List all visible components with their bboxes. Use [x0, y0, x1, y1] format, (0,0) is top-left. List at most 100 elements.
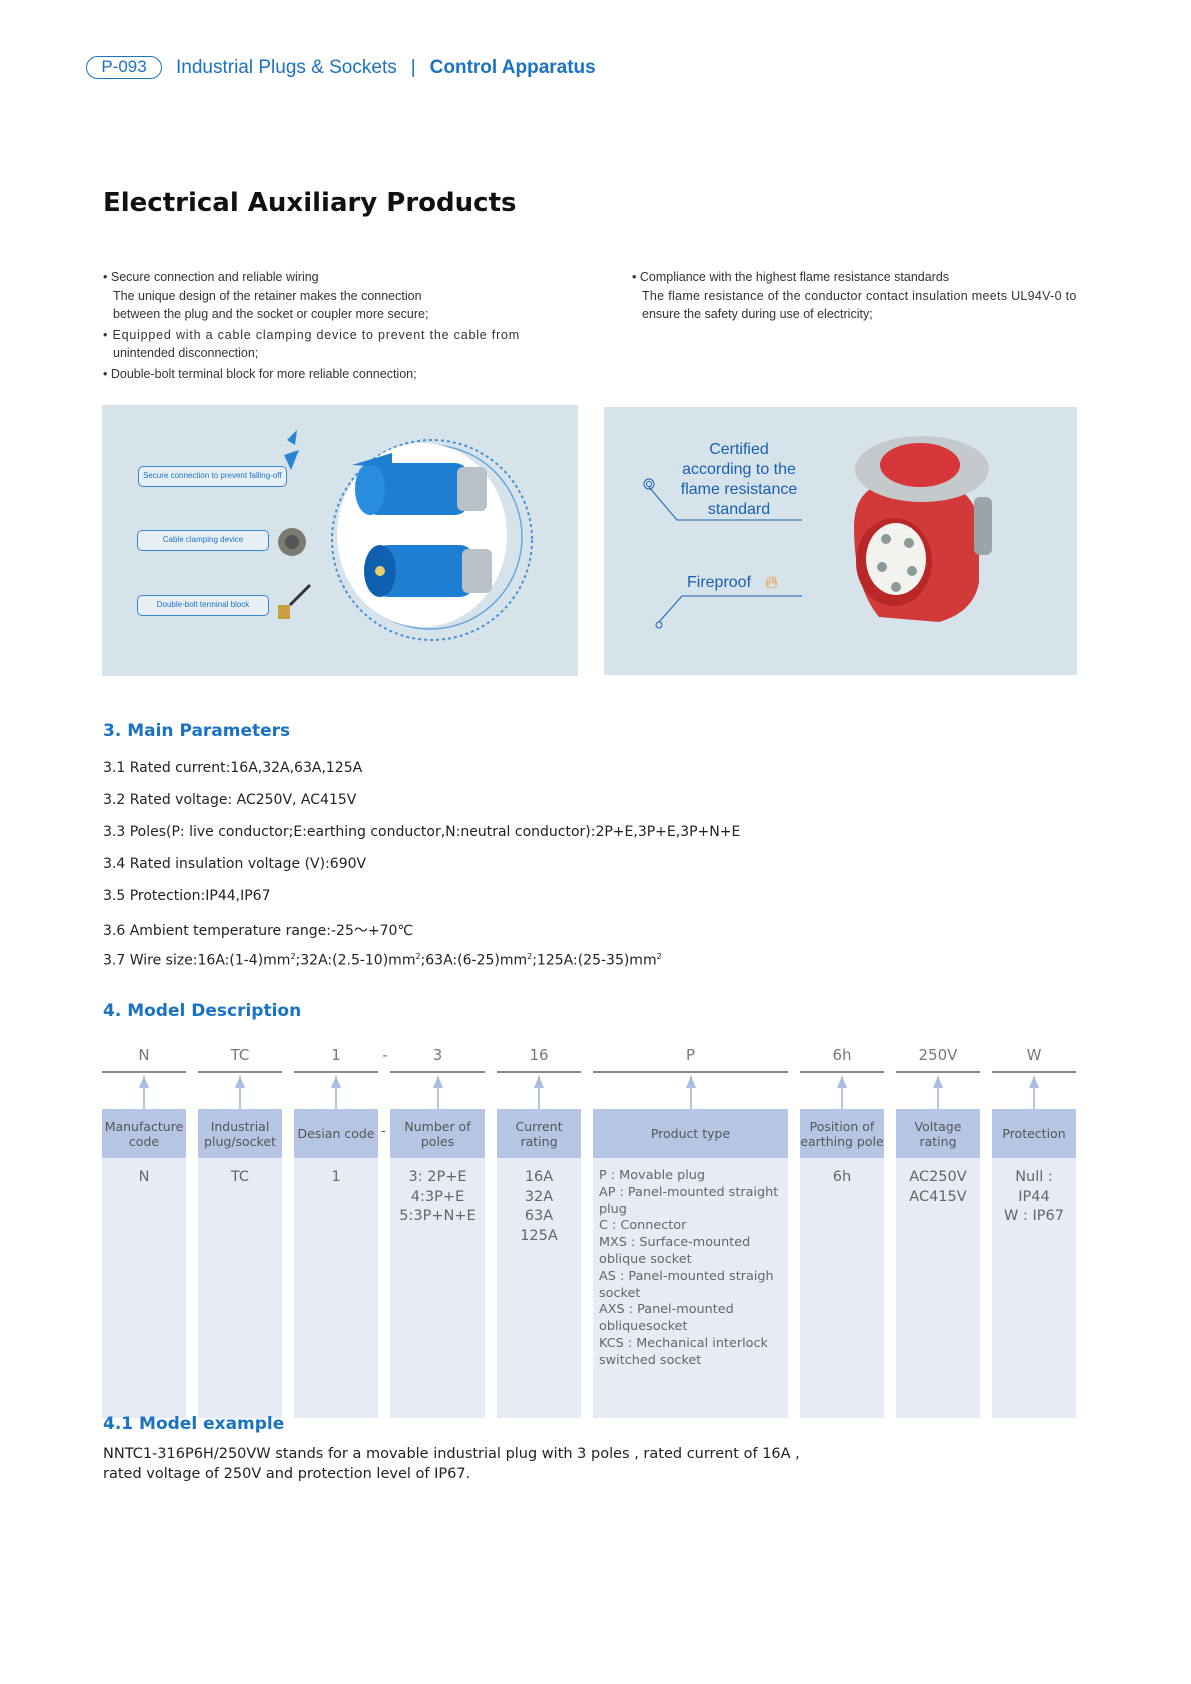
section-label: Control Apparatus	[429, 56, 596, 78]
arrow-up-icon	[933, 1076, 943, 1109]
code-underline	[992, 1071, 1076, 1073]
model-column: Current rating 16A 32A 63A 125A	[497, 1109, 581, 1418]
model-example-text: NNTC1-316P6H/250VW stands for a movable …	[103, 1446, 800, 1462]
code-underline	[198, 1071, 282, 1073]
parameter-item: 3.1 Rated current:16A,32A,63A,125A	[103, 760, 363, 776]
main-parameters-heading: 3. Main Parameters	[103, 721, 291, 741]
socket-illustration	[643, 436, 992, 629]
column-header: Manufacture code	[102, 1109, 186, 1158]
column-body: 1	[331, 1169, 341, 1185]
code-underline	[390, 1071, 485, 1073]
feature-bullet: Compliance with the highest flame resist…	[639, 270, 950, 284]
feature-text: The unique design of the retainer makes …	[113, 288, 422, 303]
model-column: Industrial plug/socket TC	[198, 1109, 282, 1418]
model-description-heading: 4. Model Description	[103, 1001, 302, 1021]
model-column: Voltage rating AC250V AC415V	[896, 1109, 980, 1418]
certified-callout: Certified according to the flame resista…	[672, 440, 806, 520]
column-body: AC250V AC415V	[909, 1169, 967, 1205]
feature-item: • Secure connection and reliable wiring	[103, 270, 319, 284]
arrow-up-icon	[235, 1076, 245, 1109]
code-underline	[497, 1071, 581, 1073]
model-example-text: rated voltage of 250V and protection lev…	[103, 1466, 471, 1482]
feature-text: between the plug and the socket or coupl…	[113, 307, 429, 321]
red-socket-image: Certified according to the flame resista…	[604, 407, 1077, 675]
column-body: 16A 32A 63A 125A	[520, 1169, 558, 1244]
model-example-heading: 4.1 Model example	[103, 1414, 285, 1434]
feature-list-left: • Secure connection and reliable wiring …	[103, 268, 520, 383]
model-code: 6h	[832, 1046, 852, 1064]
code-underline	[896, 1071, 980, 1073]
model-code: 250V	[918, 1046, 958, 1064]
callout-line: flame resistance	[680, 481, 798, 498]
callout-line: according to the	[682, 461, 796, 478]
column-body: 3: 2P+E 4:3P+E 5:3P+N+E	[399, 1169, 476, 1224]
feature-bullet: Secure connection and reliable wiring	[110, 270, 319, 284]
feature-bullet: Double-bolt terminal block for more reli…	[110, 366, 417, 381]
column-header: Current rating	[497, 1109, 581, 1158]
column-header: Desian code	[294, 1109, 378, 1158]
column-body: N	[138, 1169, 150, 1185]
feature-list-right: • Compliance with the highest flame resi…	[632, 268, 1077, 324]
arrow-up-icon	[1029, 1076, 1039, 1109]
feature-text: The flame resistance of the conductor co…	[642, 288, 1077, 303]
code-underline	[800, 1071, 884, 1073]
callout-line: Certified	[709, 441, 769, 458]
model-code: 16	[529, 1046, 549, 1064]
model-code: 3	[432, 1046, 443, 1064]
parameter-item: 3.2 Rated voltage: AC250V, AC415V	[103, 792, 357, 808]
model-code: N	[138, 1046, 150, 1064]
page-title: Electrical Auxiliary Products	[103, 188, 517, 218]
column-header: Voltage rating	[896, 1109, 980, 1158]
feature-text: ensure the safety during use of electric…	[642, 307, 873, 321]
code-underline	[102, 1071, 186, 1073]
column-body: TC	[230, 1169, 250, 1185]
model-column: Desian code 1	[294, 1109, 378, 1418]
category-label: Industrial Plugs & Sockets	[176, 56, 397, 78]
parameter-item-wire-size: 3.7 Wire size:16A:(1-4)mm2;32A:(2.5-10)m…	[103, 952, 662, 969]
column-header: Protection	[992, 1109, 1076, 1158]
blue-plug-image: Secure connection to prevent falling-off…	[102, 405, 578, 676]
parameter-item: 3.3 Poles(P: live conductor;E:earthing c…	[103, 824, 741, 840]
feature-item: • Compliance with the highest flame resi…	[632, 270, 950, 284]
column-header: Number of poles	[390, 1109, 485, 1158]
feature-item: • Double-bolt terminal block for more re…	[103, 366, 417, 381]
column-body: 6h	[832, 1169, 852, 1185]
flame-icon: 🔥︎	[765, 572, 779, 593]
page-code-badge: P-093	[86, 56, 162, 79]
column-header: Industrial plug/socket	[198, 1109, 282, 1158]
callout-label: Double-bolt terminal block	[137, 595, 269, 616]
model-code: P	[685, 1046, 696, 1064]
arrow-up-icon	[432, 1076, 443, 1109]
callout-label: Secure connection to prevent falling-off	[138, 466, 287, 487]
plug-illustration	[278, 430, 533, 641]
page-header: P-093 Industrial Plugs & Sockets | Contr…	[86, 56, 596, 79]
header-separator: |	[410, 56, 416, 78]
feature-bullet: Equipped with a cable clamping device to…	[112, 327, 521, 342]
model-code: 1	[331, 1046, 341, 1064]
arrow-up-icon	[685, 1076, 696, 1109]
column-body: Null : IP44 W : IP67	[1004, 1169, 1064, 1224]
model-column: Number of poles 3: 2P+E 4:3P+E 5:3P+N+E	[390, 1109, 485, 1418]
arrow-up-icon	[331, 1076, 341, 1109]
model-code: TC	[230, 1046, 250, 1064]
model-column: Position of earthing pole 6h	[800, 1109, 884, 1418]
model-column: Protection Null : IP44 W : IP67	[992, 1109, 1076, 1418]
column-header: Product type	[593, 1109, 788, 1158]
column-body: P : Movable plug AP : Panel-mounted stra…	[599, 1168, 779, 1368]
arrow-up-icon	[837, 1076, 847, 1109]
callout-label: Cable clamping device	[137, 530, 269, 551]
fireproof-callout: Fireproof 🔥︎	[687, 573, 778, 593]
code-underline	[294, 1071, 378, 1073]
code-underline	[593, 1071, 788, 1073]
parameter-item: 3.5 Protection:IP44,IP67	[103, 888, 271, 904]
model-column: Product type P : Movable plug AP : Panel…	[593, 1109, 788, 1418]
column-header: Position of earthing pole	[800, 1109, 884, 1158]
feature-text: unintended disconnection;	[113, 346, 259, 360]
arrow-up-icon	[139, 1076, 149, 1109]
header-dash: -	[381, 1124, 386, 1139]
feature-item: • Equipped with a cable clamping device …	[103, 327, 521, 342]
parameter-item: 3.6 Ambient temperature range:-25～+70℃	[103, 923, 414, 939]
model-code: W	[1026, 1046, 1042, 1064]
callout-line: standard	[707, 501, 771, 518]
code-dash: -	[382, 1046, 388, 1064]
